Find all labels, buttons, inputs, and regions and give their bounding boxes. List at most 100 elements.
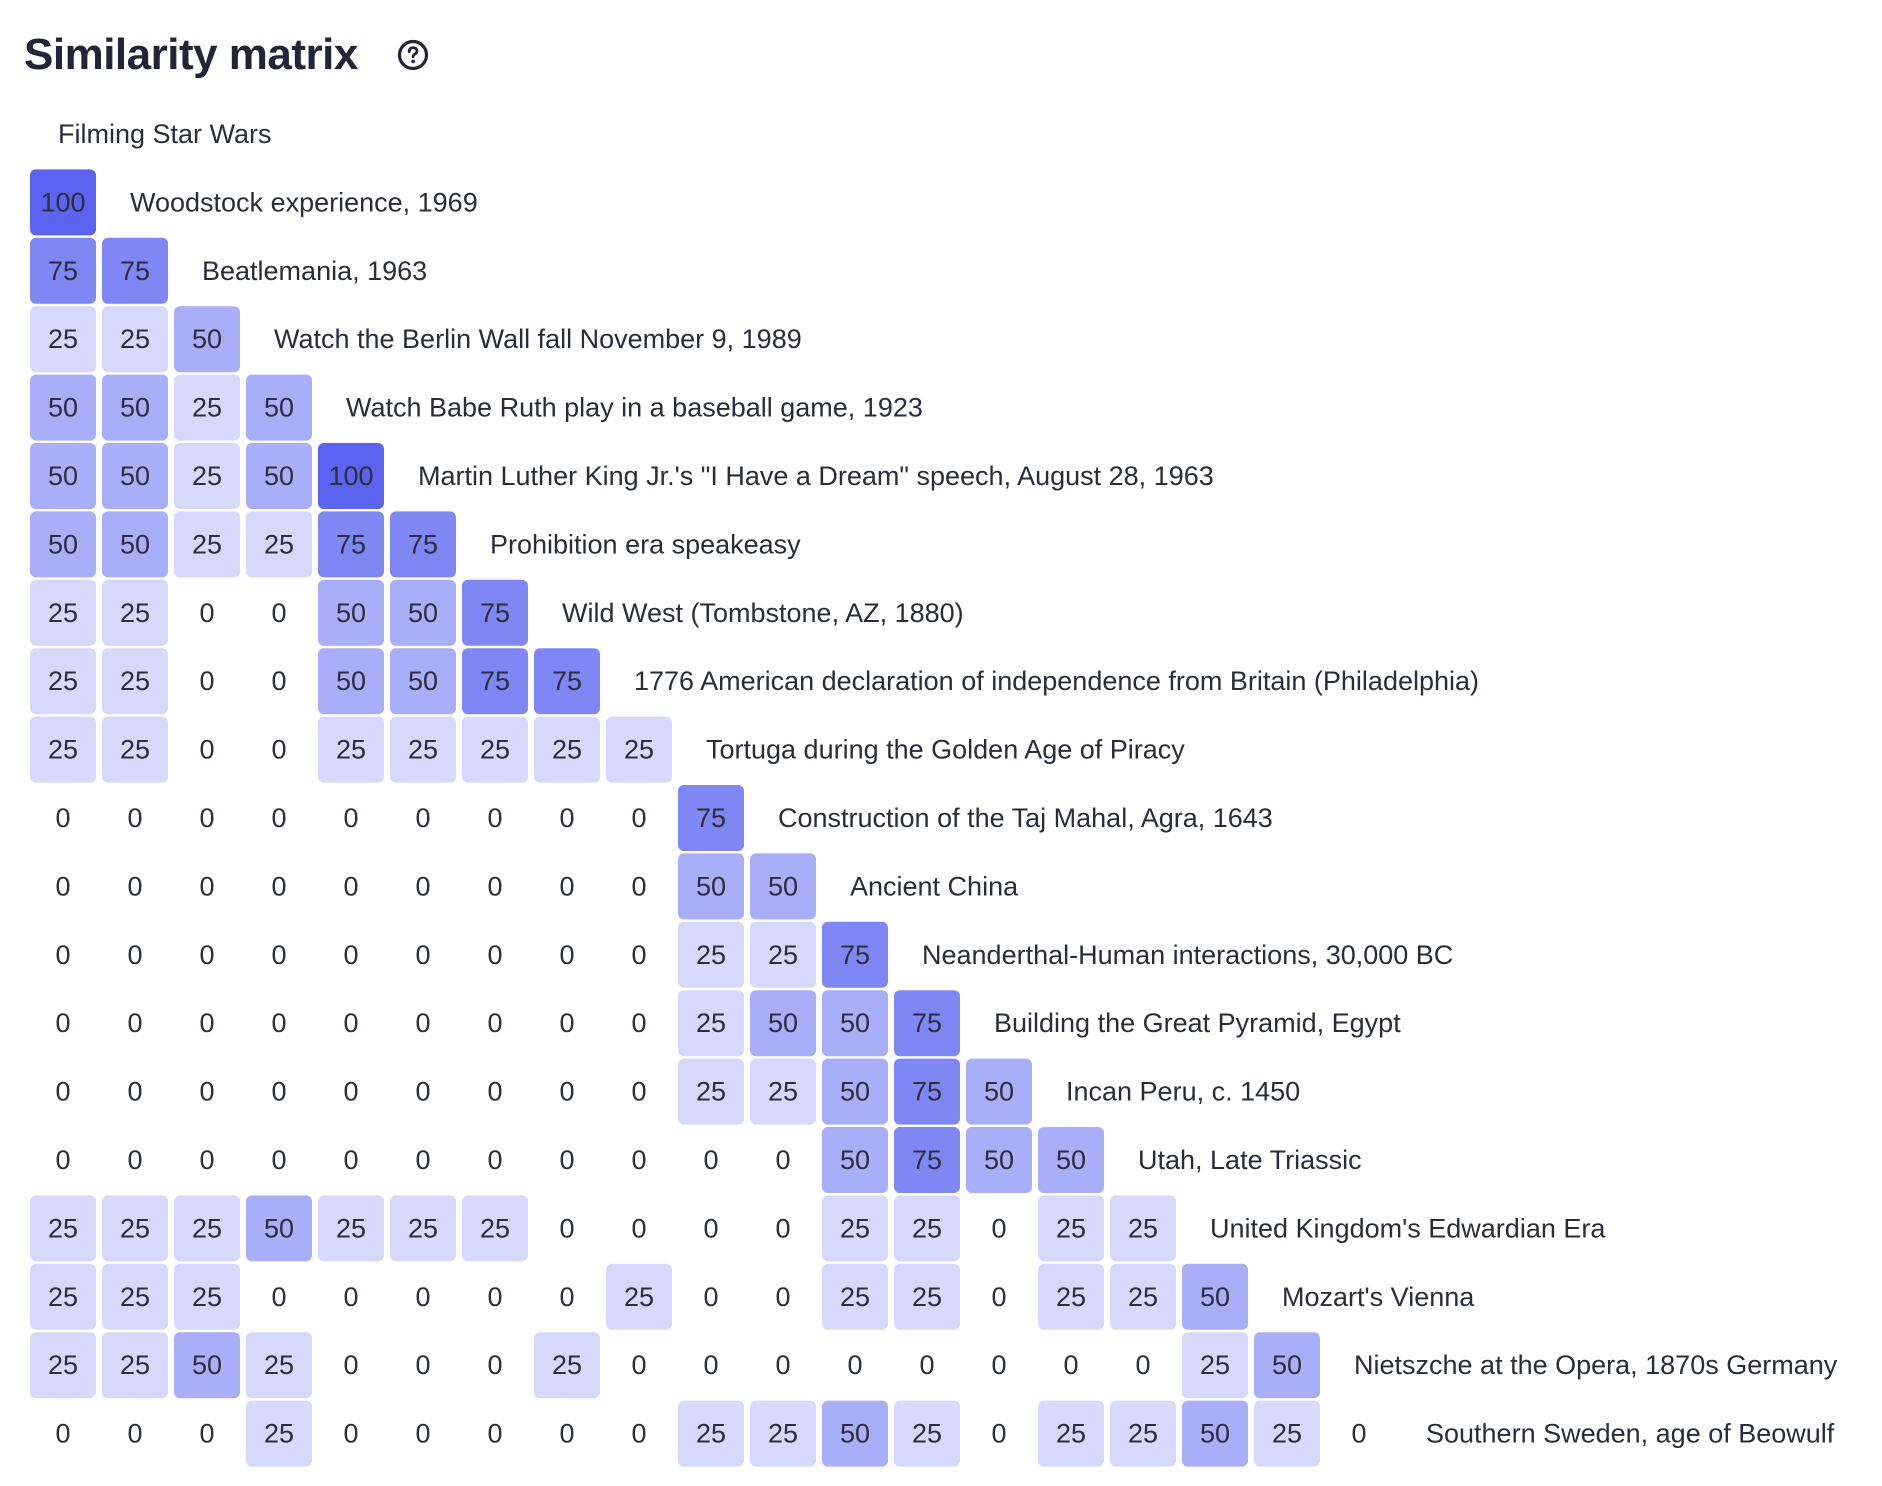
matrix-cell: 25 bbox=[102, 1332, 168, 1399]
matrix-cell: 0 bbox=[55, 1077, 70, 1107]
matrix-cell-value: 50 bbox=[1200, 1419, 1230, 1449]
matrix-cell-value: 50 bbox=[264, 393, 294, 423]
matrix-cell: 0 bbox=[199, 871, 214, 901]
matrix-cell: 0 bbox=[199, 666, 214, 696]
matrix-cell: 0 bbox=[271, 1077, 286, 1107]
matrix-cell-value: 50 bbox=[768, 1008, 798, 1038]
matrix-cell: 0 bbox=[631, 871, 646, 901]
matrix-cell: 75 bbox=[894, 1058, 960, 1125]
matrix-cell-value: 0 bbox=[487, 940, 502, 970]
matrix-cell-value: 25 bbox=[48, 1350, 78, 1380]
row-label: Wild West (Tombstone, AZ, 1880) bbox=[562, 598, 964, 628]
matrix-cell-value: 50 bbox=[336, 598, 366, 628]
matrix-cell: 0 bbox=[415, 1282, 430, 1312]
row-label: Watch the Berlin Wall fall November 9, 1… bbox=[274, 324, 802, 354]
matrix-cell-value: 50 bbox=[264, 461, 294, 491]
matrix-cell: 0 bbox=[631, 1213, 646, 1243]
matrix-cell: 0 bbox=[775, 1145, 790, 1175]
matrix-cell-fill bbox=[822, 1195, 888, 1262]
matrix-cell-value: 50 bbox=[120, 393, 150, 423]
matrix-cell-value: 50 bbox=[408, 598, 438, 628]
row-label: Neanderthal-Human interactions, 30,000 B… bbox=[922, 940, 1453, 970]
matrix-cell: 25 bbox=[102, 579, 168, 646]
matrix-cell-fill bbox=[30, 579, 96, 646]
matrix-cell-value: 25 bbox=[120, 735, 150, 765]
matrix-cell: 25 bbox=[534, 1332, 600, 1399]
matrix-cell-fill bbox=[174, 443, 240, 509]
matrix-cell: 0 bbox=[1063, 1350, 1078, 1380]
row-label: Ancient China bbox=[850, 871, 1019, 901]
matrix-cell: 25 bbox=[606, 716, 672, 783]
matrix-cell-fill bbox=[30, 716, 96, 783]
matrix-cell-value: 0 bbox=[271, 1008, 286, 1038]
matrix-cell: 75 bbox=[390, 511, 456, 578]
matrix-cell: 0 bbox=[271, 1145, 286, 1175]
matrix-cell: 0 bbox=[55, 940, 70, 970]
matrix-cell: 0 bbox=[487, 1419, 502, 1449]
matrix-cell-fill bbox=[318, 579, 384, 646]
matrix-cell: 25 bbox=[1110, 1263, 1176, 1330]
matrix-cell-value: 0 bbox=[631, 803, 646, 833]
matrix-cell: 0 bbox=[847, 1350, 862, 1380]
matrix-cell: 25 bbox=[462, 716, 528, 783]
matrix-cell: 25 bbox=[390, 716, 456, 783]
row-label: Tortuga during the Golden Age of Piracy bbox=[706, 735, 1185, 765]
matrix-cell: 50 bbox=[1254, 1332, 1320, 1399]
matrix-cell-value: 0 bbox=[775, 1145, 790, 1175]
matrix-cell-fill bbox=[750, 1400, 816, 1467]
matrix-cell-value: 50 bbox=[264, 1213, 294, 1243]
matrix-cell-value: 0 bbox=[487, 1282, 502, 1312]
matrix-cell-value: 25 bbox=[120, 1213, 150, 1243]
matrix-cell: 0 bbox=[775, 1282, 790, 1312]
matrix-cell-value: 0 bbox=[991, 1350, 1006, 1380]
matrix-cell-fill bbox=[822, 921, 888, 988]
matrix-cell: 25 bbox=[318, 1195, 384, 1262]
matrix-cell: 0 bbox=[271, 871, 286, 901]
matrix-cell-value: 0 bbox=[199, 871, 214, 901]
matrix-cell-value: 50 bbox=[336, 666, 366, 696]
matrix-cell: 0 bbox=[343, 1077, 358, 1107]
matrix-cell: 0 bbox=[343, 871, 358, 901]
matrix-cell-value: 0 bbox=[919, 1350, 934, 1380]
matrix-cell-fill bbox=[1038, 1400, 1104, 1467]
matrix-cell: 0 bbox=[271, 666, 286, 696]
matrix-cell-value: 0 bbox=[127, 1145, 142, 1175]
matrix-cell-value: 75 bbox=[408, 529, 438, 559]
matrix-cell: 0 bbox=[487, 1008, 502, 1038]
row-label: Beatlemania, 1963 bbox=[202, 256, 427, 286]
matrix-cell: 100 bbox=[318, 443, 384, 509]
matrix-cell: 75 bbox=[894, 1127, 960, 1193]
matrix-cell: 25 bbox=[894, 1195, 960, 1262]
matrix-cell: 50 bbox=[1182, 1263, 1248, 1330]
matrix-cell: 25 bbox=[102, 1263, 168, 1330]
matrix-cell-value: 50 bbox=[1272, 1350, 1302, 1380]
matrix-cell: 50 bbox=[246, 1195, 312, 1262]
matrix-cell-value: 0 bbox=[703, 1213, 718, 1243]
matrix-cell-fill bbox=[1182, 1400, 1248, 1467]
matrix-cell-value: 75 bbox=[120, 256, 150, 286]
matrix-cell: 0 bbox=[559, 1145, 574, 1175]
matrix-cell-fill bbox=[174, 511, 240, 578]
matrix-cell: 25 bbox=[30, 1332, 96, 1399]
matrix-cell-value: 0 bbox=[271, 735, 286, 765]
matrix-cell-value: 0 bbox=[199, 666, 214, 696]
matrix-cell-fill bbox=[966, 1058, 1032, 1125]
matrix-cell-fill bbox=[174, 1263, 240, 1330]
matrix-cell-value: 25 bbox=[48, 735, 78, 765]
matrix-cell-value: 25 bbox=[192, 1213, 222, 1243]
matrix-cell-value: 100 bbox=[40, 187, 85, 217]
matrix-cell-fill bbox=[894, 990, 960, 1057]
matrix-cell-fill bbox=[390, 1195, 456, 1262]
matrix-cell-fill bbox=[894, 1127, 960, 1193]
matrix-cell-value: 25 bbox=[408, 1213, 438, 1243]
matrix-cell-value: 0 bbox=[55, 1419, 70, 1449]
matrix-cell-value: 0 bbox=[631, 1008, 646, 1038]
matrix-cell-value: 50 bbox=[984, 1145, 1014, 1175]
matrix-cell: 0 bbox=[631, 1145, 646, 1175]
matrix-cell-fill bbox=[822, 1127, 888, 1193]
matrix-cell-value: 50 bbox=[192, 324, 222, 354]
matrix-cell: 0 bbox=[703, 1145, 718, 1175]
matrix-cell-value: 25 bbox=[192, 529, 222, 559]
matrix-cell: 0 bbox=[559, 1419, 574, 1449]
question-circle-icon[interactable] bbox=[396, 38, 430, 72]
